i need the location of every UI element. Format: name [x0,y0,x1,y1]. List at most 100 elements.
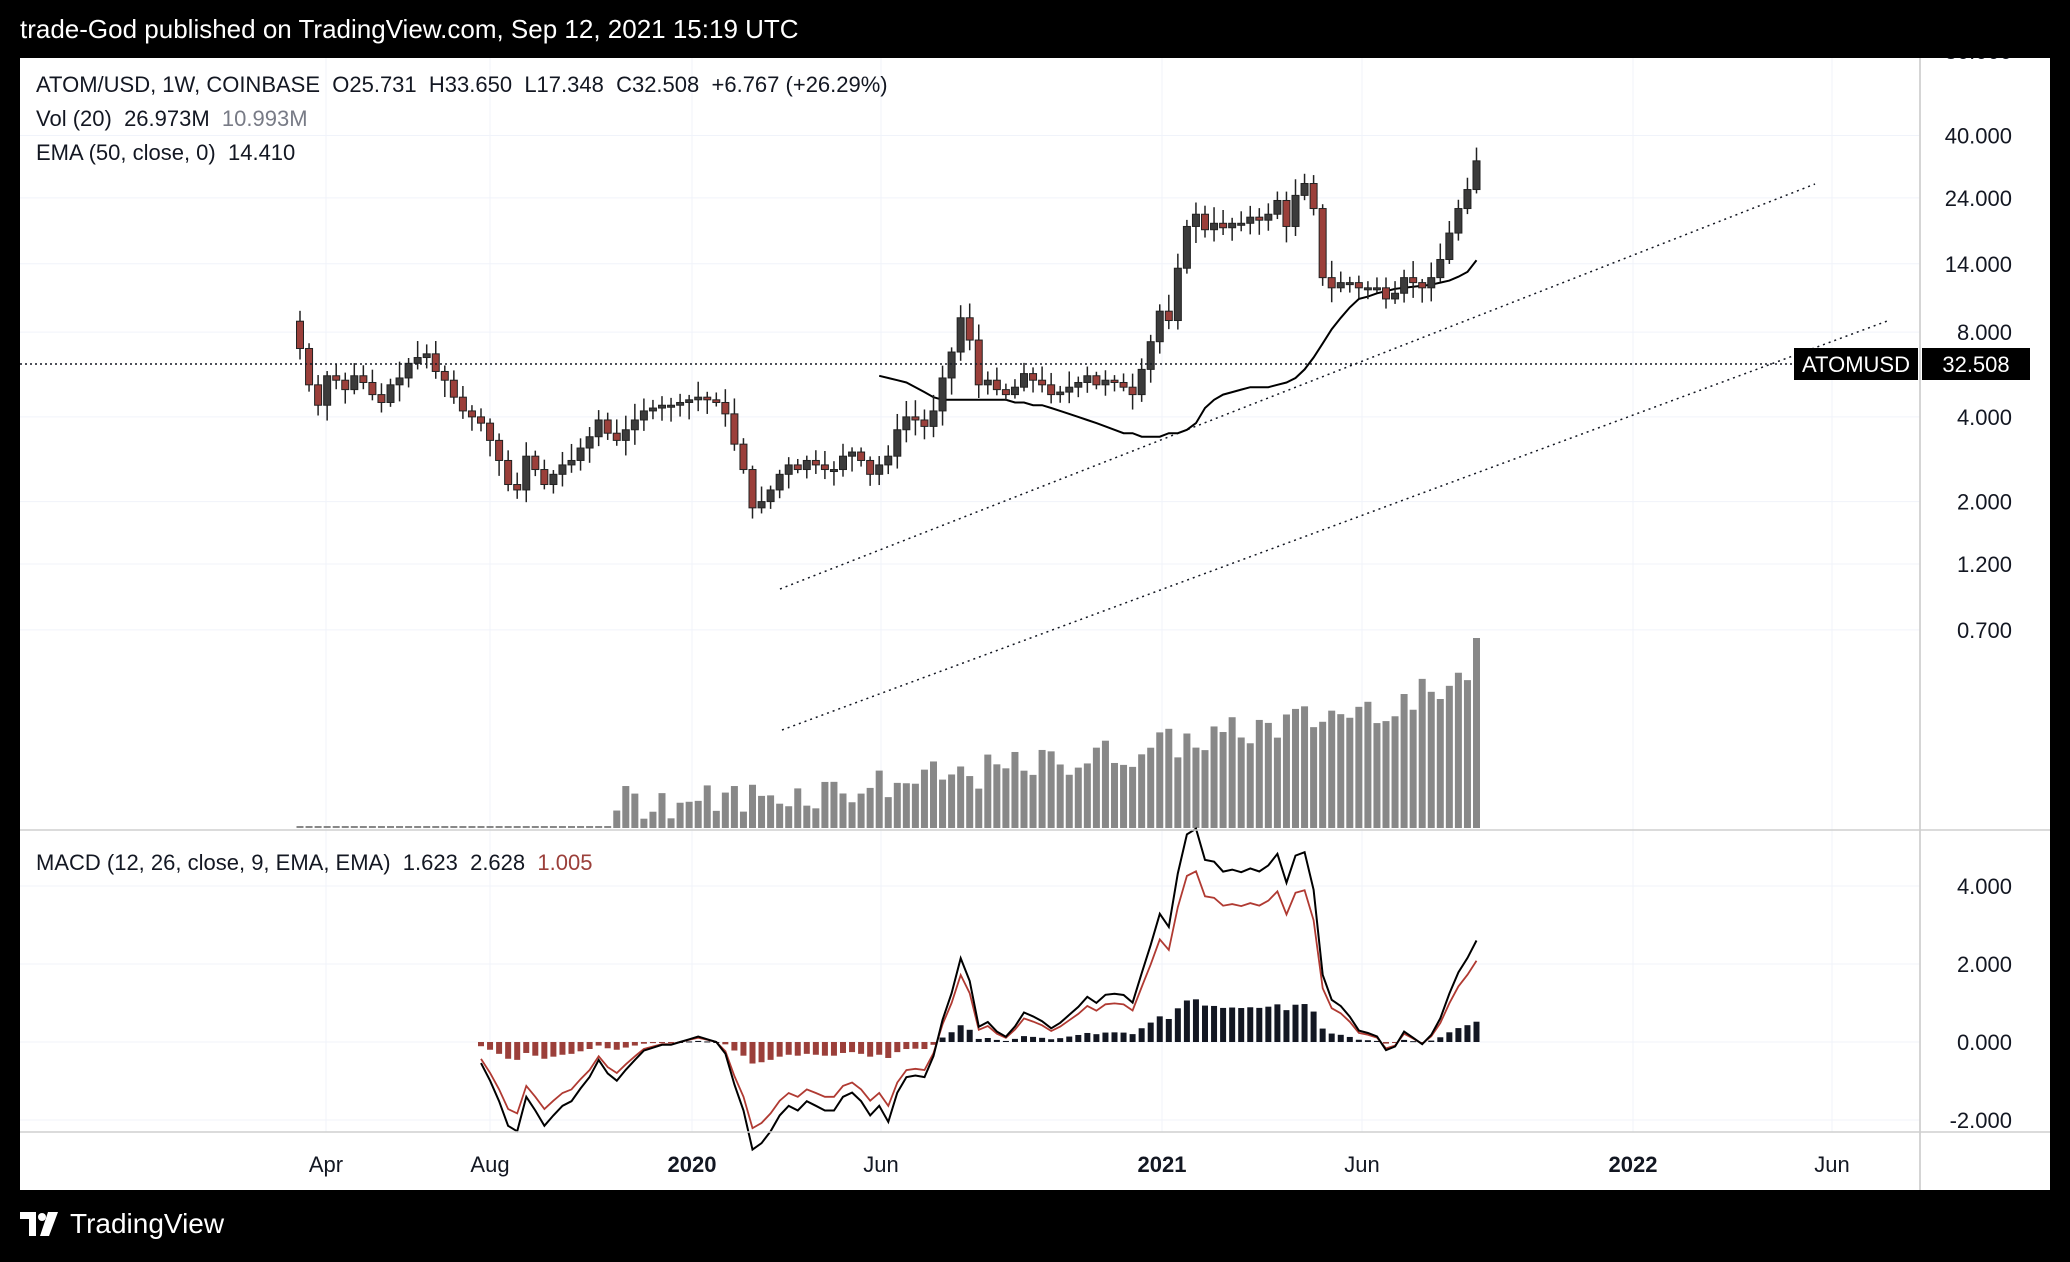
candle [784,457,793,489]
volume-bar [1210,726,1218,828]
macd-histogram-bar [668,1042,675,1043]
volume-bar [649,811,657,828]
candle [1237,211,1246,232]
candle [1164,294,1173,330]
volume-bar [477,826,485,828]
volume-bar [1445,685,1453,828]
macd-histogram-bar [604,1042,611,1049]
candle [956,305,965,361]
volume-bar [604,826,612,828]
candle [1201,205,1209,238]
macd-histogram-bar [731,1042,738,1051]
candle [467,405,476,431]
volume-bar [459,826,467,828]
volume-bar [1165,728,1173,828]
volume-bar [568,826,575,828]
candle [1418,278,1427,303]
volume-bar [658,793,666,828]
macd-histogram-bar [704,1041,711,1043]
candle [1255,208,1264,235]
macd-histogram-bar [1048,1039,1055,1042]
candle [1010,379,1019,399]
time-tick-label: 2022 [1609,1152,1658,1177]
macd-histogram-bar [586,1042,593,1049]
macd-histogram-bar [975,1038,982,1042]
volume-bar [1273,737,1281,828]
macd-histogram-bar [984,1037,991,1042]
macd-histogram-bar [722,1042,729,1045]
volume-bar [640,818,648,828]
volume-bar [1237,737,1245,828]
macd-histogram-bar [830,1042,837,1056]
volume-bar [1301,706,1309,828]
volume-bar [1409,709,1417,828]
price-tick-label: 8.000 [1957,320,2012,345]
macd-histogram-bar [1093,1034,1100,1042]
macd-histogram-bar [740,1042,747,1056]
macd-line [480,827,1478,1152]
candle [1119,373,1128,392]
candle [820,450,829,480]
volume-bar [902,783,910,828]
macd-histogram-bar [1202,1005,1208,1042]
macd-histogram-bar [930,1042,937,1045]
macd-legend: MACD (12, 26, close, 9, EMA, EMA) 1.623 … [36,850,592,876]
candle [839,443,847,477]
candle [1182,219,1191,274]
candle [1300,173,1309,201]
volume-bar [1418,678,1426,828]
macd-histogram-bar [948,1032,955,1042]
candle [594,410,603,447]
macd-histogram-bar [794,1042,801,1056]
price-tag-value: 32.508 [1942,352,2009,377]
macd-histogram-bar [631,1042,638,1046]
volume-bar [794,788,802,828]
volume-bar [993,764,1001,828]
candle [1445,220,1454,265]
price-tick-label: 14.000 [1945,252,2012,277]
volume-bar [1156,732,1164,828]
candle [1363,281,1372,300]
publish-header: trade-God published on TradingView.com, … [0,0,2070,58]
candle [305,343,314,392]
candle [567,443,576,473]
volume-bar [1020,770,1028,828]
volume-bar [540,826,548,828]
volume-legend: Vol (20) 26.973M 10.993M [36,106,308,132]
channel-lower-line [781,319,1891,731]
volume-bar [1436,698,1444,828]
macd-histogram-bar [1437,1037,1444,1042]
candle [1083,366,1092,393]
macd-histogram-bar [885,1042,892,1058]
volume-bar [911,783,919,828]
candle [350,363,359,395]
macd-histogram-bar [659,1042,665,1043]
price-tick-label: 4.000 [1957,405,2012,430]
volume-bar [441,826,449,828]
macd-histogram-bar [595,1042,602,1046]
macd-histogram-bar [541,1042,548,1059]
tradingview-logo[interactable]: TradingView [20,1208,224,1240]
candle [848,447,857,472]
volume-bar [830,781,838,828]
volume-bar [622,786,630,828]
time-tick-label: Jun [1344,1152,1379,1177]
volume-bar [1319,721,1327,828]
macd-histogram-bar [1301,1004,1308,1042]
volume-bar [613,810,621,828]
price-chart[interactable]: 440.000240.000140.00080.00040.00024.0001… [20,58,2050,1190]
candle [603,412,612,440]
macd-histogram-bar [1401,1039,1408,1042]
volume-bar [359,826,367,828]
volume-bar [1337,714,1345,828]
price-tick-label: 1.200 [1957,552,2012,577]
macd-histogram-bar [966,1029,973,1042]
macd-tick-label: 2.000 [1957,952,2012,977]
candle [1382,277,1390,309]
candle [730,398,739,451]
volume-bar [1174,757,1182,828]
volume-bar [767,795,775,828]
macd-histogram-bar [785,1042,792,1055]
macd-histogram-bar [1346,1036,1353,1042]
publish-text: trade-God published on TradingView.com, … [20,14,799,44]
